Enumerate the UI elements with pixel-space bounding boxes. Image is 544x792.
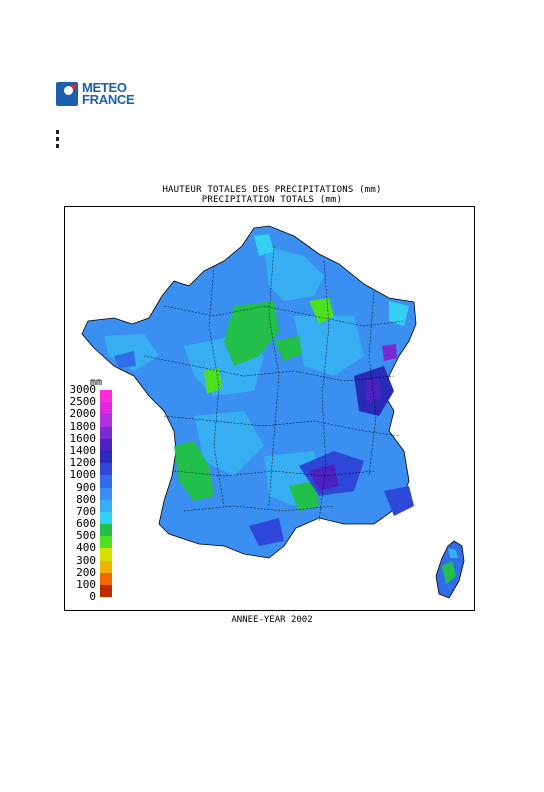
legend-swatch — [100, 414, 112, 427]
meteo-france-logo: METEO FRANCE — [56, 80, 146, 108]
legend-label: 600 — [76, 517, 96, 531]
legend-swatch — [100, 402, 112, 415]
legend-label: 2000 — [69, 407, 97, 421]
legend-swatch — [100, 450, 112, 464]
legend-label: 1400 — [69, 443, 97, 457]
legend-label: 700 — [76, 504, 96, 518]
legend-label: 1600 — [69, 431, 97, 445]
logo-text: METEO FRANCE — [82, 80, 135, 107]
legend-swatch — [100, 524, 112, 537]
document-marks — [56, 130, 62, 151]
legend-label: 2500 — [69, 395, 97, 409]
legend-swatch — [100, 536, 112, 549]
legend-label: 800 — [76, 492, 96, 506]
legend-label: 3000 — [69, 383, 97, 396]
legend-swatch — [100, 426, 112, 439]
legend-swatch — [100, 487, 112, 500]
legend-label: 1800 — [69, 419, 97, 433]
legend-swatch — [100, 572, 112, 585]
legend-swatch — [100, 585, 112, 598]
legend-swatch — [100, 475, 112, 488]
legend-swatch — [100, 511, 112, 525]
legend-swatch — [100, 390, 112, 403]
legend-label: 300 — [76, 553, 96, 567]
legend-swatch — [100, 499, 112, 512]
legend-swatch — [100, 548, 112, 561]
chart-title-en: PRECIPITATION TOTALS (mm) — [201, 195, 343, 205]
legend-label: 900 — [76, 480, 96, 494]
legend-swatch — [100, 438, 112, 451]
logo-icon — [56, 82, 78, 106]
legend-label: 200 — [76, 565, 96, 579]
legend-label: 1200 — [69, 456, 97, 470]
legend-label: 1000 — [69, 468, 97, 482]
legend-label: 400 — [76, 541, 96, 555]
legend-label: 100 — [76, 578, 96, 591]
legend-swatch — [100, 560, 112, 573]
legend-label: 500 — [76, 529, 96, 543]
chart-title-fr: HAUTEUR TOTALES DES PRECIPITATIONS (mm) — [162, 185, 382, 195]
year-label: ANNEE-YEAR 2002 — [231, 615, 313, 625]
legend-label: 0 — [89, 590, 96, 604]
legend-swatch — [100, 463, 112, 476]
legend-unit: mm — [90, 377, 103, 388]
precipitation-map — [81, 225, 465, 599]
